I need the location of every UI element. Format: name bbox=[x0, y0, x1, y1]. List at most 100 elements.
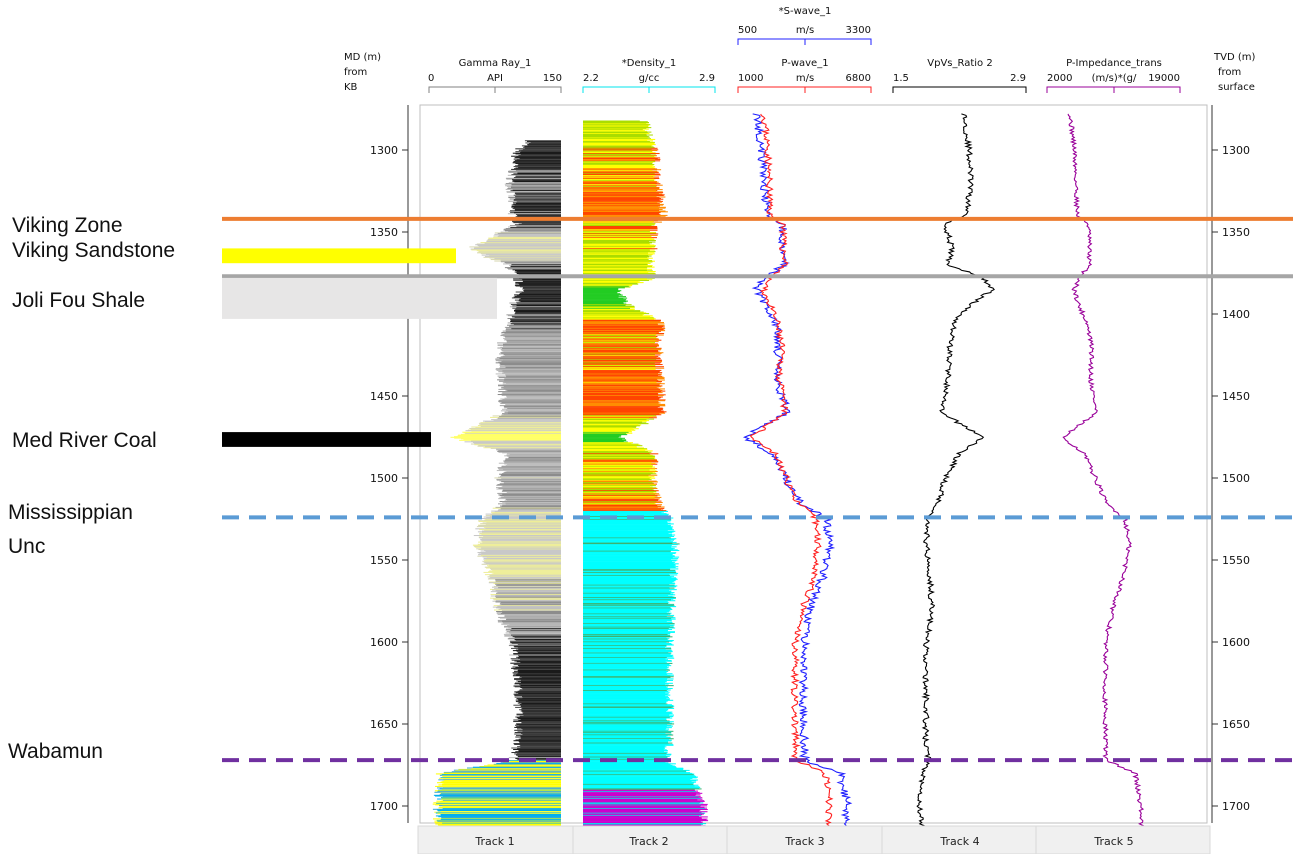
gamma-ray-fill-bar bbox=[491, 510, 561, 512]
gamma-ray-fill-bar bbox=[507, 464, 561, 466]
density-fill-bar bbox=[583, 640, 673, 642]
gamma-ray-fill-bar bbox=[454, 436, 561, 438]
gamma-ray-fill-bar bbox=[511, 667, 561, 669]
density-fill-bar bbox=[583, 451, 648, 453]
gamma-ray-fill-bar bbox=[478, 422, 561, 424]
gamma-ray-fill-bar bbox=[483, 571, 561, 573]
gamma-ray-fill-bar bbox=[514, 209, 561, 211]
gamma-ray-fill-bar bbox=[498, 417, 561, 419]
gamma-ray-fill-bar bbox=[507, 187, 561, 189]
density-fill-bar bbox=[583, 487, 657, 489]
gamma-ray-fill-bar bbox=[518, 701, 561, 703]
gamma-ray-fill-bar bbox=[518, 669, 561, 671]
gamma-ray-fill-bar bbox=[500, 352, 561, 354]
density-fill-bar bbox=[583, 686, 668, 688]
gamma-ray-fill-bar bbox=[497, 614, 561, 616]
gamma-ray-fill-bar bbox=[439, 794, 561, 796]
gamma-ray-fill-bar bbox=[485, 551, 561, 553]
gamma-ray-fill-bar bbox=[439, 805, 561, 807]
density-fill-bar bbox=[583, 509, 664, 511]
gamma-ray-fill-bar bbox=[504, 378, 561, 380]
s-wave-scale-bar bbox=[737, 38, 872, 45]
gamma-ray-fill-bar bbox=[510, 630, 561, 632]
density-fill-bar bbox=[583, 350, 658, 352]
density-fill-bar bbox=[583, 718, 667, 720]
gamma-ray-fill-bar bbox=[505, 185, 561, 187]
density-fill-bar bbox=[583, 511, 664, 513]
density-fill-bar bbox=[583, 369, 662, 371]
gamma-ray-fill-bar bbox=[503, 354, 561, 356]
density-fill-bar bbox=[583, 335, 656, 337]
density-fill-bar bbox=[583, 426, 637, 428]
density-fill-bar bbox=[583, 665, 667, 667]
density-fill-bar bbox=[583, 291, 618, 293]
gamma-ray-fill-bar bbox=[503, 345, 561, 347]
density-fill-bar bbox=[583, 444, 641, 446]
gamma-ray-fill-bar bbox=[505, 329, 561, 331]
density-fill-bar bbox=[583, 147, 655, 149]
density-fill-bar bbox=[583, 194, 665, 196]
track-2-tab[interactable]: Track 2 bbox=[628, 835, 668, 848]
gamma-ray-fill-bar bbox=[516, 754, 561, 756]
density-fill-bar bbox=[583, 209, 663, 211]
gamma-ray-fill-bar bbox=[502, 392, 561, 394]
density-fill-bar bbox=[583, 525, 671, 527]
density-fill-bar bbox=[583, 261, 653, 263]
gamma-ray-fill-bar bbox=[505, 629, 561, 631]
md-axis-label-line3: KB bbox=[344, 82, 358, 93]
density-fill-bar bbox=[583, 326, 665, 328]
gamma-ray-fill-bar bbox=[504, 461, 561, 463]
gamma-ray-fill-bar bbox=[480, 543, 561, 545]
density-fill-bar bbox=[583, 141, 655, 143]
gamma-ray-fill-bar bbox=[523, 290, 561, 292]
density-fill-bar bbox=[583, 223, 656, 225]
density-fill-bar bbox=[583, 713, 670, 715]
density-fill-bar bbox=[583, 204, 664, 206]
gamma-ray-fill-bar bbox=[487, 565, 561, 567]
gamma-ray-fill-bar bbox=[487, 764, 561, 766]
gamma-ray-fill-bar bbox=[495, 601, 561, 603]
gamma-ray-fill-bar bbox=[478, 536, 561, 538]
density-fill-bar bbox=[583, 783, 694, 785]
density-fill-bar bbox=[583, 468, 658, 470]
density-fill-bar bbox=[583, 803, 708, 805]
gamma-ray-fill-bar bbox=[500, 505, 561, 507]
gamma-ray-fill-bar bbox=[441, 816, 561, 818]
density-fill-bar bbox=[583, 493, 656, 495]
gamma-ray-fill-bar bbox=[516, 194, 561, 196]
gamma-ray-fill-bar bbox=[513, 161, 561, 163]
gamma-ray-fill-bar bbox=[513, 704, 561, 706]
density-fill-bar bbox=[583, 808, 706, 810]
density-fill-bar bbox=[583, 409, 662, 411]
density-fill-bar bbox=[583, 780, 697, 782]
gamma-ray-fill-bar bbox=[517, 681, 561, 683]
density-fill-bar bbox=[583, 247, 652, 249]
density-fill-bar bbox=[583, 537, 672, 539]
track-1-tab[interactable]: Track 1 bbox=[474, 835, 514, 848]
gamma-ray-fill-bar bbox=[514, 691, 561, 693]
track-3-tab[interactable]: Track 3 bbox=[784, 835, 824, 848]
gamma-ray-fill-bar bbox=[509, 633, 561, 635]
density-fill-bar bbox=[583, 821, 703, 823]
gamma-ray-fill-bar bbox=[520, 298, 561, 300]
density-fill-bar bbox=[583, 696, 668, 698]
gamma-ray-fill-bar bbox=[514, 284, 561, 286]
density-fill-bar bbox=[583, 787, 700, 789]
density-fill-bar bbox=[583, 438, 623, 440]
gamma-ray-fill-bar bbox=[512, 179, 561, 181]
density-fill-bar bbox=[583, 762, 669, 764]
density-fill-bar bbox=[583, 479, 652, 481]
gamma-ray-fill-bar bbox=[480, 523, 561, 525]
gamma-ray-fill-bar bbox=[479, 532, 561, 534]
density-fill-bar bbox=[583, 730, 669, 732]
density-fill-bar bbox=[583, 729, 666, 731]
track-5-tab[interactable]: Track 5 bbox=[1093, 835, 1133, 848]
density-fill-bar bbox=[583, 234, 651, 236]
density-fill-bar bbox=[583, 313, 645, 315]
density-fill-bar bbox=[583, 722, 672, 724]
gamma-ray-fill-bar bbox=[503, 460, 561, 462]
gamma-ray-fill-bar bbox=[517, 756, 561, 758]
density-fill-bar bbox=[583, 473, 657, 475]
track-4-tab[interactable]: Track 4 bbox=[939, 835, 979, 848]
gamma-ray-fill-bar bbox=[504, 332, 561, 334]
